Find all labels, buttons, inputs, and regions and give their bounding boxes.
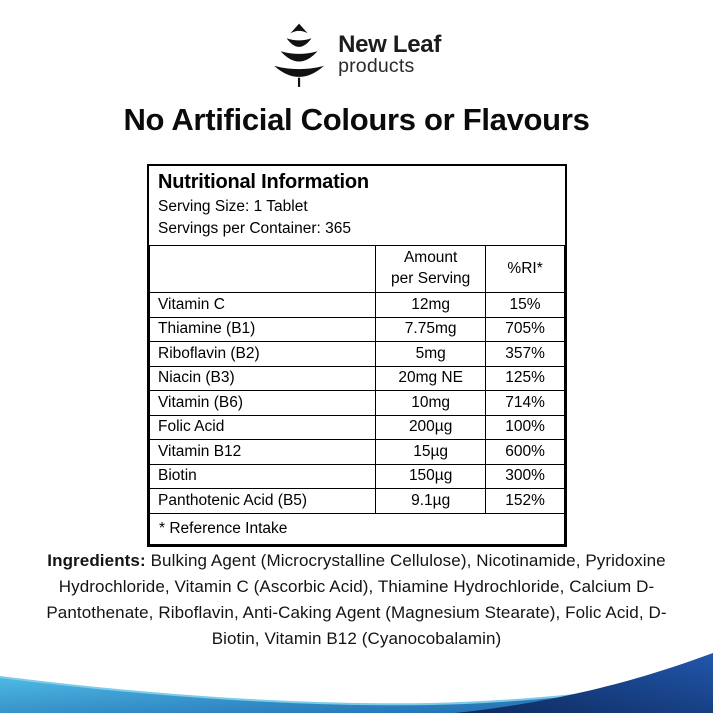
dark-wave [455, 653, 713, 713]
table-row: Vitamin (B6) 10mg 714% [148, 390, 565, 416]
amount-column-header: Amount per Serving [375, 245, 487, 293]
table-row: Panthotenic Acid (B5) 9.1µg 152% [148, 488, 565, 514]
table-row: Niacin (B3) 20mg NE 125% [148, 365, 565, 391]
brand-name: New Leaf [338, 30, 442, 58]
nutrient-column-header [148, 245, 377, 293]
nutrient-cell: Panthotenic Acid (B5) [148, 488, 377, 514]
ingredients-paragraph: Ingredients: Bulking Agent (Microcrystal… [26, 548, 687, 652]
amount-cell: 20mg NE [375, 365, 487, 391]
nutrient-cell: Riboflavin (B2) [148, 341, 377, 367]
nutrient-cell: Vitamin B12 [148, 439, 377, 465]
nutrition-table: Amount per Serving %RI* Vitamin C 12mg 15%… [148, 245, 565, 545]
nutrient-cell: Folic Acid [148, 414, 377, 440]
amount-cell: 7.75mg [375, 316, 487, 342]
serving-size: Serving Size: 1 Tablet [158, 198, 308, 215]
amount-cell: 9.1µg [375, 488, 487, 514]
amount-cell: 5mg [375, 341, 487, 367]
nutrient-cell: Biotin [148, 463, 377, 489]
ri-cell: 357% [485, 341, 565, 367]
brand-logo: New Leaf products [0, 22, 713, 88]
table-row: Thiamine (B1) 7.75mg 705% [148, 316, 565, 342]
nutrient-cell: Niacin (B3) [148, 365, 377, 391]
ingredients-text: Bulking Agent (Microcrystalline Cellulos… [46, 551, 667, 648]
ri-cell: 705% [485, 316, 565, 342]
amount-cell: 200µg [375, 414, 487, 440]
table-row: Vitamin C 12mg 15% [148, 292, 565, 318]
nutrition-panel: Nutritional Information Serving Size: 1 … [147, 164, 567, 547]
ri-cell: 15% [485, 292, 565, 318]
nutrition-title: Nutritional Information [158, 171, 369, 193]
ri-cell: 100% [485, 414, 565, 440]
tree-icon [272, 22, 326, 88]
wave-decoration [0, 638, 713, 713]
header-row: Amount per Serving %RI* [148, 245, 565, 293]
servings-per-container: Servings per Container: 365 [158, 220, 352, 237]
headline: No Artificial Colours or Flavours [123, 102, 590, 137]
amount-cell: 150µg [375, 463, 487, 489]
ingredients-label: Ingredients: [47, 551, 146, 570]
table-row: Vitamin B12 15µg 600% [148, 439, 565, 465]
nutrition-rows: Vitamin C 12mg 15% Thiamine (B1) 7.75mg 705% R… [148, 292, 565, 514]
amount-cell: 15µg [375, 439, 487, 465]
reference-intake-note: * Reference Intake [149, 512, 565, 545]
table-row: Biotin 150µg 300% [148, 463, 565, 489]
ri-column-header: %RI* [485, 245, 565, 293]
nutrient-cell: Thiamine (B1) [148, 316, 377, 342]
brand-text: New Leaf products [338, 30, 442, 78]
brand-subtitle: products [338, 55, 415, 78]
nutrition-header: Nutritional Information Serving Size: 1 … [149, 166, 565, 245]
ri-cell: 300% [485, 463, 565, 489]
ri-cell: 125% [485, 365, 565, 391]
amount-cell: 12mg [375, 292, 487, 318]
ri-cell: 600% [485, 439, 565, 465]
table-row: Riboflavin (B2) 5mg 357% [148, 341, 565, 367]
table-row: Folic Acid 200µg 100% [148, 414, 565, 440]
nutrient-cell: Vitamin C [148, 292, 377, 318]
ri-cell: 714% [485, 390, 565, 416]
nutrient-cell: Vitamin (B6) [148, 390, 377, 416]
ri-cell: 152% [485, 488, 565, 514]
amount-cell: 10mg [375, 390, 487, 416]
footnote-row: * Reference Intake [149, 512, 565, 545]
